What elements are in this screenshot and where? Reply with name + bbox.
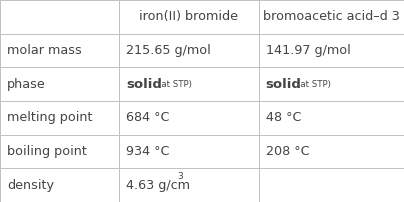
Text: iron(II) bromide: iron(II) bromide [139, 10, 238, 23]
Text: (at STP): (at STP) [158, 80, 192, 89]
Text: 4.63 g/cm: 4.63 g/cm [126, 179, 190, 192]
Text: 684 °C: 684 °C [126, 111, 170, 124]
Text: 141.97 g/mol: 141.97 g/mol [266, 44, 351, 57]
Text: bromoacetic acid–d 3: bromoacetic acid–d 3 [263, 10, 400, 23]
Text: phase: phase [7, 78, 46, 91]
Text: 48 °C: 48 °C [266, 111, 301, 124]
Text: 3: 3 [177, 172, 183, 181]
Text: molar mass: molar mass [7, 44, 82, 57]
Text: boiling point: boiling point [7, 145, 87, 158]
Text: 208 °C: 208 °C [266, 145, 309, 158]
Text: density: density [7, 179, 54, 192]
Text: solid: solid [126, 78, 162, 91]
Text: 215.65 g/mol: 215.65 g/mol [126, 44, 211, 57]
Text: melting point: melting point [7, 111, 93, 124]
Text: solid: solid [266, 78, 302, 91]
Text: (at STP): (at STP) [297, 80, 331, 89]
Text: 934 °C: 934 °C [126, 145, 170, 158]
